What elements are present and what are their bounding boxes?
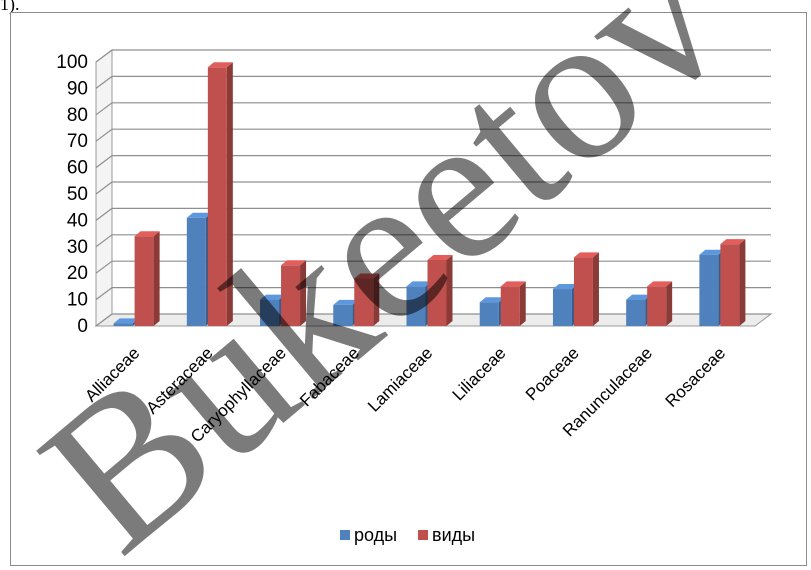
- legend: роды виды: [340, 525, 475, 545]
- y-tick-label: 30: [67, 237, 88, 258]
- legend-swatch: [418, 530, 428, 540]
- y-tick-label: 20: [67, 263, 88, 284]
- y-tick-label: 50: [67, 184, 88, 205]
- gridline: [95, 287, 771, 301]
- y-tick-label: 80: [67, 105, 88, 126]
- x-tick-label: Rosaceae: [662, 343, 730, 411]
- bar-виды-Ranunculaceae: [647, 281, 673, 326]
- gridline: [95, 234, 771, 248]
- gridline: [95, 49, 771, 63]
- page-text-fragment: 1).: [0, 0, 20, 14]
- x-tick-label: Liliaceae: [449, 343, 510, 404]
- gridline: [95, 260, 771, 274]
- gridline: [95, 207, 771, 221]
- legend-label: роды: [354, 525, 397, 545]
- gridline: [95, 75, 771, 89]
- gridline: [95, 155, 771, 169]
- y-tick-label: 60: [67, 158, 88, 179]
- bar-виды-Fabaceae: [354, 273, 380, 326]
- y-tick-label: 90: [67, 78, 88, 99]
- y-tick-label: 70: [67, 131, 88, 152]
- gridline: [95, 102, 771, 116]
- y-tick-label: 0: [77, 316, 88, 337]
- bar-виды-Alliaceae: [134, 231, 160, 326]
- legend-item-роды: роды: [340, 525, 397, 545]
- legend-swatch: [340, 530, 350, 540]
- bar-виды-Asteraceae: [207, 62, 233, 326]
- legend-label: виды: [432, 525, 475, 545]
- gridline: [95, 313, 771, 327]
- bar-виды-Caryophyllaceae: [281, 260, 307, 326]
- bars: [113, 62, 746, 326]
- gridline: [95, 181, 771, 195]
- bar-виды-Rosaceae: [720, 239, 746, 326]
- y-tick-label: 40: [67, 210, 88, 231]
- y-tick-label: 100: [56, 52, 88, 73]
- y-axis-ticks: 0 10 20 30 40 50 60 70 80 90 100: [56, 52, 88, 337]
- gridline: [95, 128, 771, 142]
- x-tick-label: Poaceae: [522, 343, 583, 404]
- bar-виды-Liliaceae: [500, 281, 526, 326]
- legend-item-виды: виды: [418, 525, 475, 545]
- bar-виды-Poaceae: [573, 252, 599, 326]
- bar-виды-Lamiaceae: [427, 255, 453, 326]
- gridlines: [95, 49, 771, 327]
- y-tick-label: 10: [67, 290, 88, 311]
